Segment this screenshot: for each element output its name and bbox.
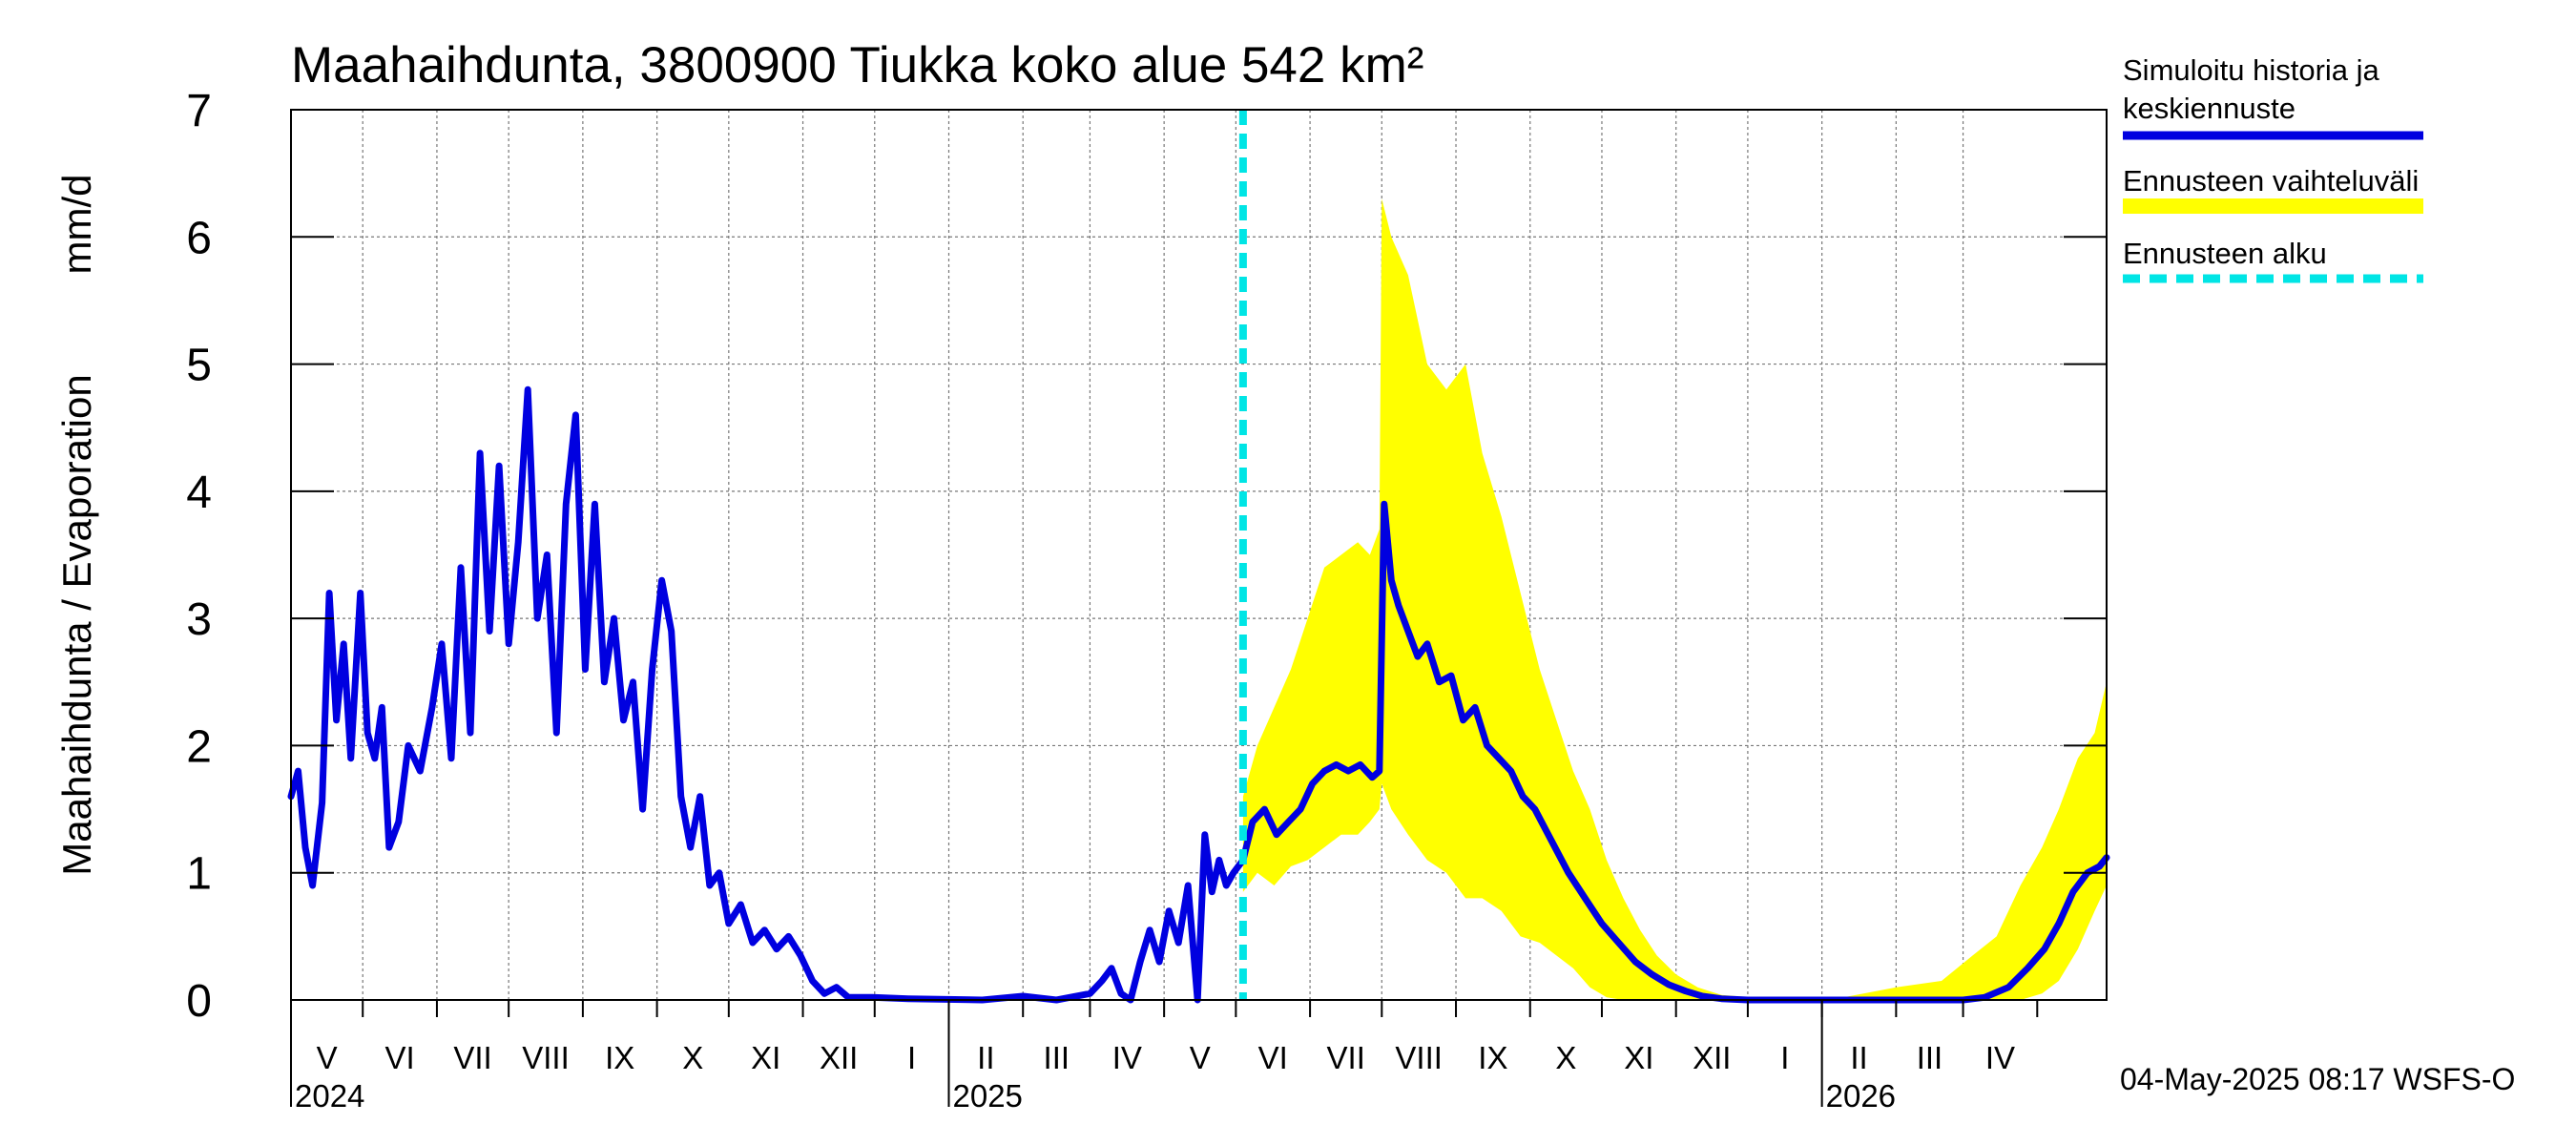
x-month-label: IV — [1112, 1040, 1142, 1075]
x-month-label: VI — [1258, 1040, 1288, 1075]
x-month-label: IX — [1478, 1040, 1507, 1075]
legend-label-simulated-2: keskiennuste — [2123, 92, 2296, 125]
legend: Simuloitu historia ja keskiennuste Ennus… — [2123, 53, 2423, 283]
x-year-label: 2025 — [952, 1078, 1022, 1114]
y-tick-label: 4 — [186, 468, 212, 518]
x-month-label: III — [1917, 1040, 1943, 1075]
x-month-label: X — [682, 1040, 703, 1075]
x-month-label: III — [1044, 1040, 1070, 1075]
x-month-label: XI — [1624, 1040, 1653, 1075]
x-month-label: XII — [820, 1040, 858, 1075]
x-month-label: V — [317, 1040, 338, 1075]
x-month-label: XII — [1693, 1040, 1731, 1075]
plot-frame — [290, 109, 2108, 1001]
x-month-label: I — [907, 1040, 916, 1075]
x-year-label: 2026 — [1826, 1078, 1896, 1114]
x-month-label: IV — [1985, 1040, 2015, 1075]
x-month-label: VIII — [522, 1040, 570, 1075]
simulated-series-line — [287, 385, 2110, 1004]
forecast-range-layer — [1242, 198, 2107, 1001]
forecast-range-band — [1242, 198, 2107, 1001]
y-tick-label: 2 — [186, 721, 212, 772]
y-tick-label: 6 — [186, 213, 212, 263]
x-month-label: II — [1850, 1040, 1867, 1075]
legend-label-range: Ennusteen vaihteluväli — [2123, 164, 2419, 198]
chart-title: Maahaihdunta, 3800900 Tiukka koko alue 5… — [291, 37, 1423, 94]
y-tick-label: 0 — [186, 976, 212, 1027]
x-axis: V VI VII VIII IX X XI XII I II III IV V VI VII VIII IX X X… — [290, 1000, 2039, 1114]
x-month-label: I — [1780, 1040, 1789, 1075]
x-month-label: II — [977, 1040, 994, 1075]
y-tick-label: 5 — [186, 341, 212, 391]
x-month-label: IX — [605, 1040, 634, 1075]
x-month-label: XI — [751, 1040, 780, 1075]
y-axis-unit: mm/d — [54, 175, 99, 275]
x-year-label: 2024 — [295, 1078, 364, 1114]
legend-label-forecast-start: Ennusteen alku — [2123, 237, 2327, 270]
x-month-label: V — [1190, 1040, 1211, 1075]
y-axis-ticks: 0 1 2 3 4 5 6 7 — [186, 86, 2107, 1027]
y-tick-label: 1 — [186, 849, 212, 900]
y-axis-label: Maahaihdunta / Evaporation — [54, 374, 99, 875]
x-month-label: VII — [453, 1040, 491, 1075]
x-month-label: X — [1555, 1040, 1576, 1075]
timestamp: 04-May-2025 08:17 WSFS-O — [2120, 1062, 2515, 1096]
x-month-label: VIII — [1395, 1040, 1443, 1075]
legend-label-simulated: Simuloitu historia ja — [2123, 53, 2380, 87]
series-line-layer — [287, 385, 2110, 1004]
x-month-label: VI — [384, 1040, 414, 1075]
grid-lines — [291, 110, 2107, 1000]
x-month-label: VII — [1327, 1040, 1365, 1075]
y-tick-label: 7 — [186, 86, 212, 136]
y-tick-label: 3 — [186, 594, 212, 645]
